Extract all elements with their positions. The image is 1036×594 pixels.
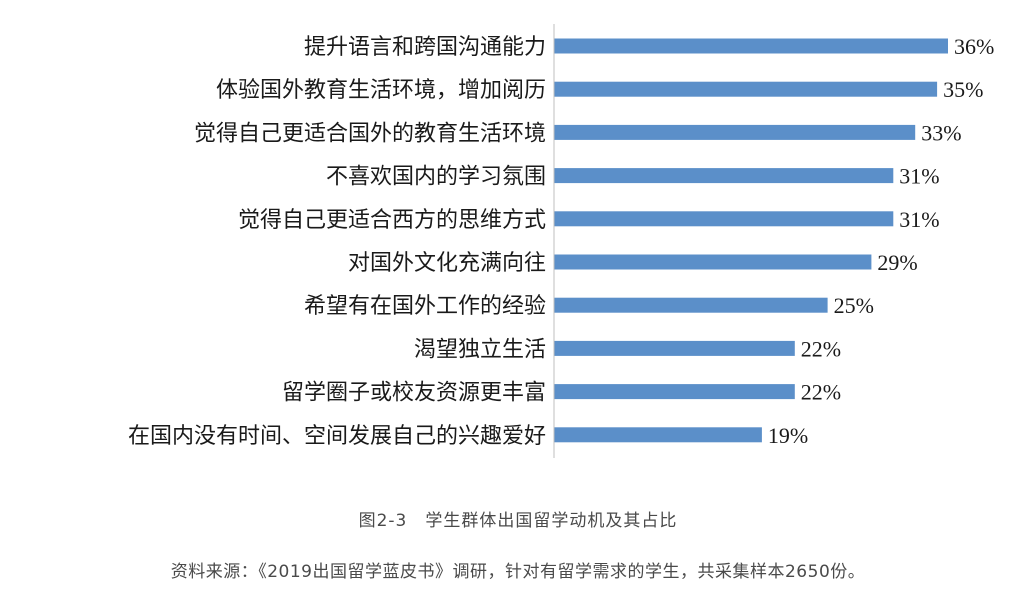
bar-chart: 提升语言和跨国沟通能力 36% 体验国外教育生活环境，增加阅历 35% 觉得自己更适合国… bbox=[128, 24, 994, 458]
category-label-3: 觉得自己更适合国外的教育生活环境 bbox=[194, 121, 546, 146]
value-label-9: 22% bbox=[801, 380, 841, 405]
value-label-5: 31% bbox=[899, 207, 939, 232]
value-label-8: 22% bbox=[801, 336, 841, 361]
category-label-5: 觉得自己更适合西方的思维方式 bbox=[238, 208, 546, 233]
category-label-9: 留学圈子或校友资源更丰富 bbox=[282, 381, 546, 406]
bar-6 bbox=[554, 254, 872, 270]
chart: 提升语言和跨国沟通能力 36% 体验国外教育生活环境，增加阅历 35% 觉得自己更适合国… bbox=[128, 24, 994, 458]
value-label-7: 25% bbox=[834, 293, 874, 318]
value-label-4: 31% bbox=[899, 164, 939, 189]
bar-10 bbox=[554, 427, 762, 443]
figure-caption: 图2-3 学生群体出国留学动机及其占比 bbox=[358, 511, 678, 531]
bar-2 bbox=[554, 81, 938, 97]
value-label-10: 19% bbox=[768, 423, 808, 448]
category-label-2: 体验国外教育生活环境，增加阅历 bbox=[216, 78, 546, 103]
category-label-4: 不喜欢国内的学习氛围 bbox=[326, 165, 546, 190]
bar-7 bbox=[554, 297, 828, 313]
bar-3 bbox=[554, 124, 916, 140]
bar-4 bbox=[554, 168, 894, 184]
category-label-7: 希望有在国外工作的经验 bbox=[304, 294, 546, 319]
bar-9 bbox=[554, 384, 795, 400]
value-label-2: 35% bbox=[943, 77, 983, 102]
category-label-1: 提升语言和跨国沟通能力 bbox=[304, 35, 546, 60]
source-note: 资料来源：《2019出国留学蓝皮书》调研，针对有留学需求的学生，共采集样本265… bbox=[170, 562, 866, 582]
bar-5 bbox=[554, 211, 894, 227]
bar-8 bbox=[554, 340, 795, 356]
value-label-6: 29% bbox=[877, 250, 917, 275]
value-label-1: 36% bbox=[954, 34, 994, 59]
category-label-6: 对国外文化充满向往 bbox=[348, 251, 546, 276]
category-label-10: 在国内没有时间、空间发展自己的兴趣爱好 bbox=[128, 424, 546, 449]
bars-group: 提升语言和跨国沟通能力 36% 体验国外教育生活环境，增加阅历 35% 觉得自己更适合国… bbox=[128, 34, 994, 449]
category-label-8: 渴望独立生活 bbox=[414, 337, 546, 362]
bar-1 bbox=[554, 38, 948, 54]
value-label-3: 33% bbox=[921, 120, 961, 145]
